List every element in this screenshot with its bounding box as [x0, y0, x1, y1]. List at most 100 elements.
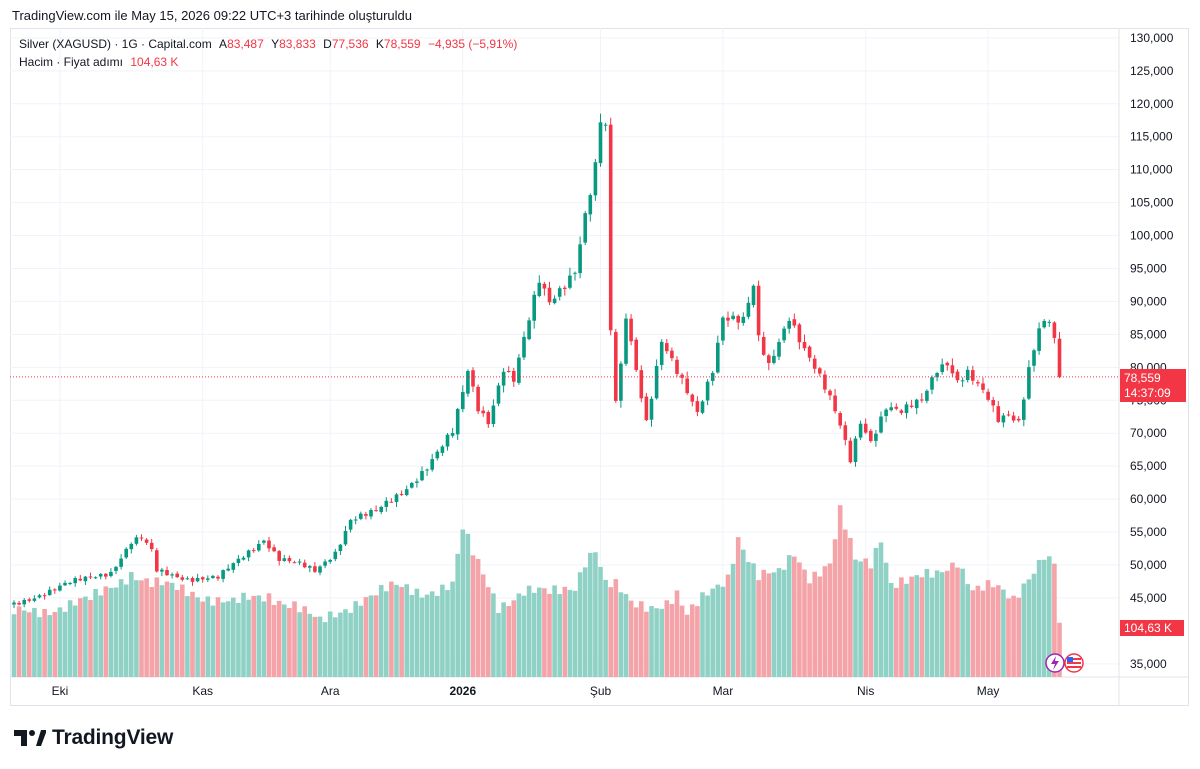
candle-body: [777, 341, 781, 357]
candle-body: [690, 394, 695, 402]
candle-body: [257, 544, 261, 551]
candle-body: [399, 493, 404, 495]
volume-bar: [537, 587, 542, 677]
volume-bar: [786, 555, 792, 677]
volume-bar: [980, 590, 986, 677]
candle-body: [955, 371, 960, 381]
us-flag-icon[interactable]: [1064, 653, 1084, 673]
candle-body: [818, 368, 822, 374]
volume-bar: [435, 595, 440, 677]
open-label: A: [219, 37, 228, 51]
volume-bar: [863, 558, 868, 677]
candle-body: [394, 494, 399, 503]
volume-bar: [781, 569, 787, 677]
volume-bar: [302, 606, 307, 677]
price-tick-label: 90,000: [1130, 294, 1167, 308]
volume-bar: [700, 592, 705, 677]
volume-tag-value: 104,63 K: [1124, 621, 1173, 635]
tradingview-logo[interactable]: TradingView: [14, 726, 173, 750]
candle-body: [731, 315, 735, 320]
volume-bar: [57, 607, 63, 677]
candle-body: [751, 285, 756, 305]
candle-body: [608, 124, 613, 331]
volume-bar: [741, 549, 746, 677]
volume-bar: [93, 589, 98, 677]
price-tick-label: 115,000: [1130, 130, 1173, 144]
flash-icon[interactable]: [1045, 653, 1065, 673]
candle-body: [114, 566, 118, 571]
volume-bar: [384, 591, 389, 677]
volume-bar: [873, 547, 879, 677]
volume-bar: [429, 591, 435, 677]
volume-bar: [465, 533, 471, 677]
volume-bar: [16, 606, 22, 677]
volume-bar: [486, 587, 491, 677]
tradingview-wordmark: TradingView: [52, 726, 174, 749]
candle-body: [1022, 399, 1026, 420]
candle-body: [348, 519, 353, 530]
volume-bar: [990, 587, 996, 677]
candle-body: [863, 423, 868, 433]
candle-body: [767, 355, 771, 363]
candle-body: [1037, 328, 1041, 351]
candle-body: [512, 370, 516, 382]
candle-body: [410, 483, 414, 488]
candle-body: [374, 510, 378, 512]
candle-body: [848, 440, 853, 463]
candle-body: [981, 383, 985, 390]
candle-body: [501, 371, 506, 386]
volume-bar: [761, 569, 766, 677]
candle-body: [761, 336, 766, 355]
candle-body: [190, 577, 195, 582]
candle-body: [104, 573, 108, 577]
candle-body: [144, 539, 149, 543]
volume-bar: [496, 612, 501, 677]
candle-body: [945, 362, 950, 366]
candle-body: [287, 558, 292, 562]
time-tick-label: Mar: [713, 684, 734, 698]
candle-body: [364, 514, 368, 516]
candle-body: [83, 576, 88, 582]
candle-body: [721, 317, 725, 341]
volume-bar: [37, 617, 42, 677]
time-axis: Eki Kas Ara 2026 Şub Mar Nis May: [52, 684, 1000, 698]
volume-bar: [878, 542, 884, 677]
symbol-title: Silver (XAGUSD) · 1G · Capital.com: [19, 37, 212, 51]
candle-body: [216, 576, 220, 579]
volume-bar: [730, 563, 736, 677]
candle-body: [68, 582, 72, 584]
volume-bar: [888, 582, 894, 677]
volume-bar: [577, 572, 583, 677]
candle-body: [236, 558, 241, 563]
candle-body: [53, 589, 57, 591]
volume-bar: [802, 569, 807, 677]
candle-body: [1052, 322, 1057, 338]
candle-body: [685, 378, 689, 394]
volume-bar: [960, 568, 965, 677]
volume-bar: [333, 617, 338, 677]
volume-bar: [547, 593, 552, 677]
volume-bar: [858, 561, 863, 677]
candle-body: [889, 407, 893, 411]
candle-body: [542, 283, 547, 289]
candle-body: [583, 213, 587, 243]
candle-body: [318, 566, 322, 573]
candle-body: [828, 390, 832, 396]
volume-bar: [613, 579, 619, 677]
volume-bar: [664, 600, 670, 677]
candle-body: [874, 433, 878, 441]
price-tick-label: 65,000: [1130, 459, 1167, 473]
volume-bar: [404, 584, 409, 677]
volume-bar: [353, 601, 358, 677]
change-value: −4,935 (−5,91%): [427, 37, 518, 51]
volume-bar: [78, 598, 83, 677]
volume-bar: [914, 575, 919, 677]
candle-body: [756, 285, 761, 336]
volume-bar: [848, 538, 853, 677]
volume-bar: [251, 595, 256, 677]
volume-bar: [1057, 622, 1062, 677]
candle-body: [22, 599, 26, 605]
candle-body: [522, 336, 526, 358]
candle-body: [17, 602, 21, 605]
